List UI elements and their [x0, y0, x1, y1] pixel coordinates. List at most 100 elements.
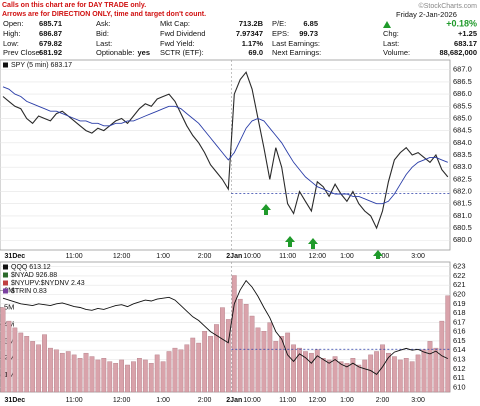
notice-text: Arrows are for DIRECTION ONLY, time and …: [2, 11, 206, 18]
volume-bar: [356, 364, 362, 393]
volume-bar: [409, 361, 415, 393]
up-arrow: [261, 204, 271, 215]
notice-text: Calls on this chart are for DAY TRADE on…: [2, 2, 146, 9]
y-tick-label: 680.5: [453, 223, 472, 232]
volume-bar: [303, 351, 308, 393]
stat-value: 1.17%: [242, 39, 264, 48]
stat-value: 7.97347: [236, 29, 263, 38]
stat-value: 713.2B: [239, 19, 264, 28]
volume-bar: [12, 327, 18, 393]
stat-value: 686.87: [39, 29, 62, 38]
volume-bar: [6, 320, 12, 393]
volume-bar: [107, 361, 113, 393]
x-tick-label: 12:00: [113, 397, 131, 404]
volume-bar: [314, 349, 320, 393]
x-tick-label: 2Jan: [226, 397, 242, 404]
volume-bar: [142, 359, 148, 393]
volume-bar: [48, 347, 53, 393]
volume-bar: [421, 349, 427, 393]
stat-label: Fwd Dividend: [160, 29, 205, 38]
x-tick-label: 1:00: [340, 397, 354, 404]
volume-bar: [415, 354, 421, 393]
x-tick-label: 31Dec: [5, 253, 26, 260]
y2-tick-label: 618: [453, 308, 466, 317]
volume-bar: [445, 295, 451, 393]
y-tick-label: 683.0: [453, 162, 472, 171]
legend-label: SPY (5 min) 683.17: [11, 62, 72, 69]
y-tick-label: 681.5: [453, 199, 472, 208]
volume-bar: [77, 358, 83, 393]
volume-bar: [136, 358, 142, 393]
quote-label: Last:: [383, 39, 399, 48]
volume-bar: [326, 359, 332, 393]
volume-bar: [261, 331, 267, 393]
volume-bar: [297, 347, 302, 393]
volume-bar: [83, 352, 89, 393]
volume-bar: [267, 322, 273, 393]
legend-swatch: [3, 288, 8, 294]
x-tick-label: 1:00: [156, 397, 170, 404]
y2-tick-label: 619: [453, 299, 466, 308]
volume-bar: [285, 332, 291, 393]
y2-tick-label: 614: [453, 345, 466, 354]
y-tick-label: 684.0: [453, 138, 472, 147]
y-tick-label: 683.5: [453, 150, 472, 159]
volume-bar: [368, 354, 374, 393]
stat-value: yes: [137, 48, 150, 57]
volume-bar: [237, 298, 243, 393]
volume-bar: [65, 351, 71, 393]
y-tick-label: 685.5: [453, 101, 472, 110]
direction-arrows: [261, 204, 383, 259]
legend-label: QQQ 613.12: [11, 264, 51, 271]
x-tick-label: 11:00: [279, 397, 296, 404]
x-tick-label: 12:00: [309, 253, 327, 260]
volume-bar: [362, 359, 368, 393]
stat-label: EPS:: [272, 29, 289, 38]
volume-bar: [249, 315, 255, 393]
volume-bar: [255, 327, 261, 393]
series-line: [2, 71, 449, 230]
y-tick-label: 681.0: [453, 211, 472, 220]
x-tick-label: 11:00: [66, 253, 83, 260]
volume-bar: [131, 361, 136, 393]
legend-swatch: [3, 272, 8, 278]
volume-bar: [30, 341, 36, 393]
stat-label: Prev Close:: [3, 48, 42, 57]
y2-tick-label: 615: [453, 336, 466, 345]
x-tick-label: 10:00: [243, 397, 261, 404]
volume-bar: [208, 336, 213, 393]
volume-bar: [391, 356, 397, 393]
volume-bar: [350, 358, 356, 393]
volume-bar: [166, 351, 172, 393]
volume-bar: [397, 359, 403, 393]
stat-label: Last:: [96, 39, 112, 48]
volume-bar: [332, 356, 338, 393]
x-tick-label: 1:00: [340, 253, 354, 260]
x-tick-label: 12:00: [113, 253, 131, 260]
volume-bar: [18, 332, 24, 393]
volume-bar: [160, 361, 166, 393]
volume-bar: [214, 324, 219, 393]
volume-bar: [338, 361, 344, 393]
quote-value: 683.17: [454, 39, 477, 48]
volume-bar: [320, 358, 326, 393]
volume-bar: [196, 342, 202, 393]
y-tick-label: 682.0: [453, 187, 472, 196]
stat-label: Last Earnings:: [272, 39, 320, 48]
volume-bar: [154, 354, 160, 393]
volume-bar: [113, 363, 119, 393]
quote-label: Volume:: [383, 48, 410, 57]
legend-label: $NYUPV:$NYDNV 2.43: [11, 280, 85, 287]
volume-bar: [89, 356, 95, 393]
quote-value: 88,682,000: [439, 48, 477, 57]
stat-value: 679.82: [39, 39, 62, 48]
quote-date: Friday 2-Jan-2026: [396, 10, 457, 19]
volume-bar: [433, 347, 439, 393]
volume-bar: [24, 336, 30, 393]
x-tick-label: 3:00: [411, 253, 425, 260]
y-tick-label: 687.0: [453, 65, 472, 74]
volume-bar: [95, 359, 101, 393]
stat-label: Bid:: [96, 29, 109, 38]
y-tick-label: 682.5: [453, 174, 472, 183]
